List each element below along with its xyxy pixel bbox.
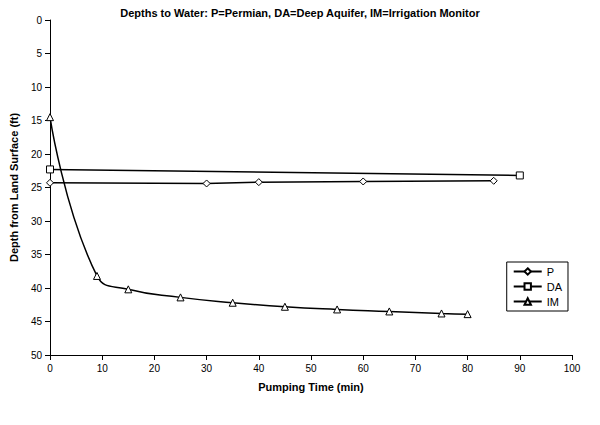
svg-text:25: 25 [31, 182, 43, 193]
svg-text:P: P [547, 266, 554, 278]
svg-text:40: 40 [31, 283, 43, 294]
svg-text:45: 45 [31, 316, 43, 327]
svg-text:70: 70 [410, 363, 422, 374]
svg-text:35: 35 [31, 249, 43, 260]
svg-text:IM: IM [547, 296, 559, 308]
svg-text:30: 30 [31, 216, 43, 227]
svg-text:100: 100 [564, 363, 581, 374]
svg-text:90: 90 [514, 363, 526, 374]
svg-text:5: 5 [36, 48, 42, 59]
svg-text:40: 40 [253, 363, 265, 374]
svg-text:Depth from Land Surface (ft): Depth from Land Surface (ft) [8, 113, 20, 262]
svg-text:50: 50 [31, 350, 43, 361]
svg-text:Depths to Water: P=Permian, DA: Depths to Water: P=Permian, DA=Deep Aqui… [120, 7, 480, 19]
svg-text:10: 10 [97, 363, 109, 374]
svg-text:60: 60 [358, 363, 370, 374]
svg-text:Pumping Time (min): Pumping Time (min) [258, 381, 364, 393]
svg-text:30: 30 [201, 363, 213, 374]
svg-text:15: 15 [31, 115, 43, 126]
svg-text:80: 80 [462, 363, 474, 374]
svg-text:0: 0 [36, 15, 42, 26]
svg-text:50: 50 [305, 363, 317, 374]
svg-text:20: 20 [31, 149, 43, 160]
svg-text:20: 20 [149, 363, 161, 374]
svg-text:DA: DA [547, 281, 563, 293]
svg-text:0: 0 [47, 363, 53, 374]
svg-text:10: 10 [31, 82, 43, 93]
